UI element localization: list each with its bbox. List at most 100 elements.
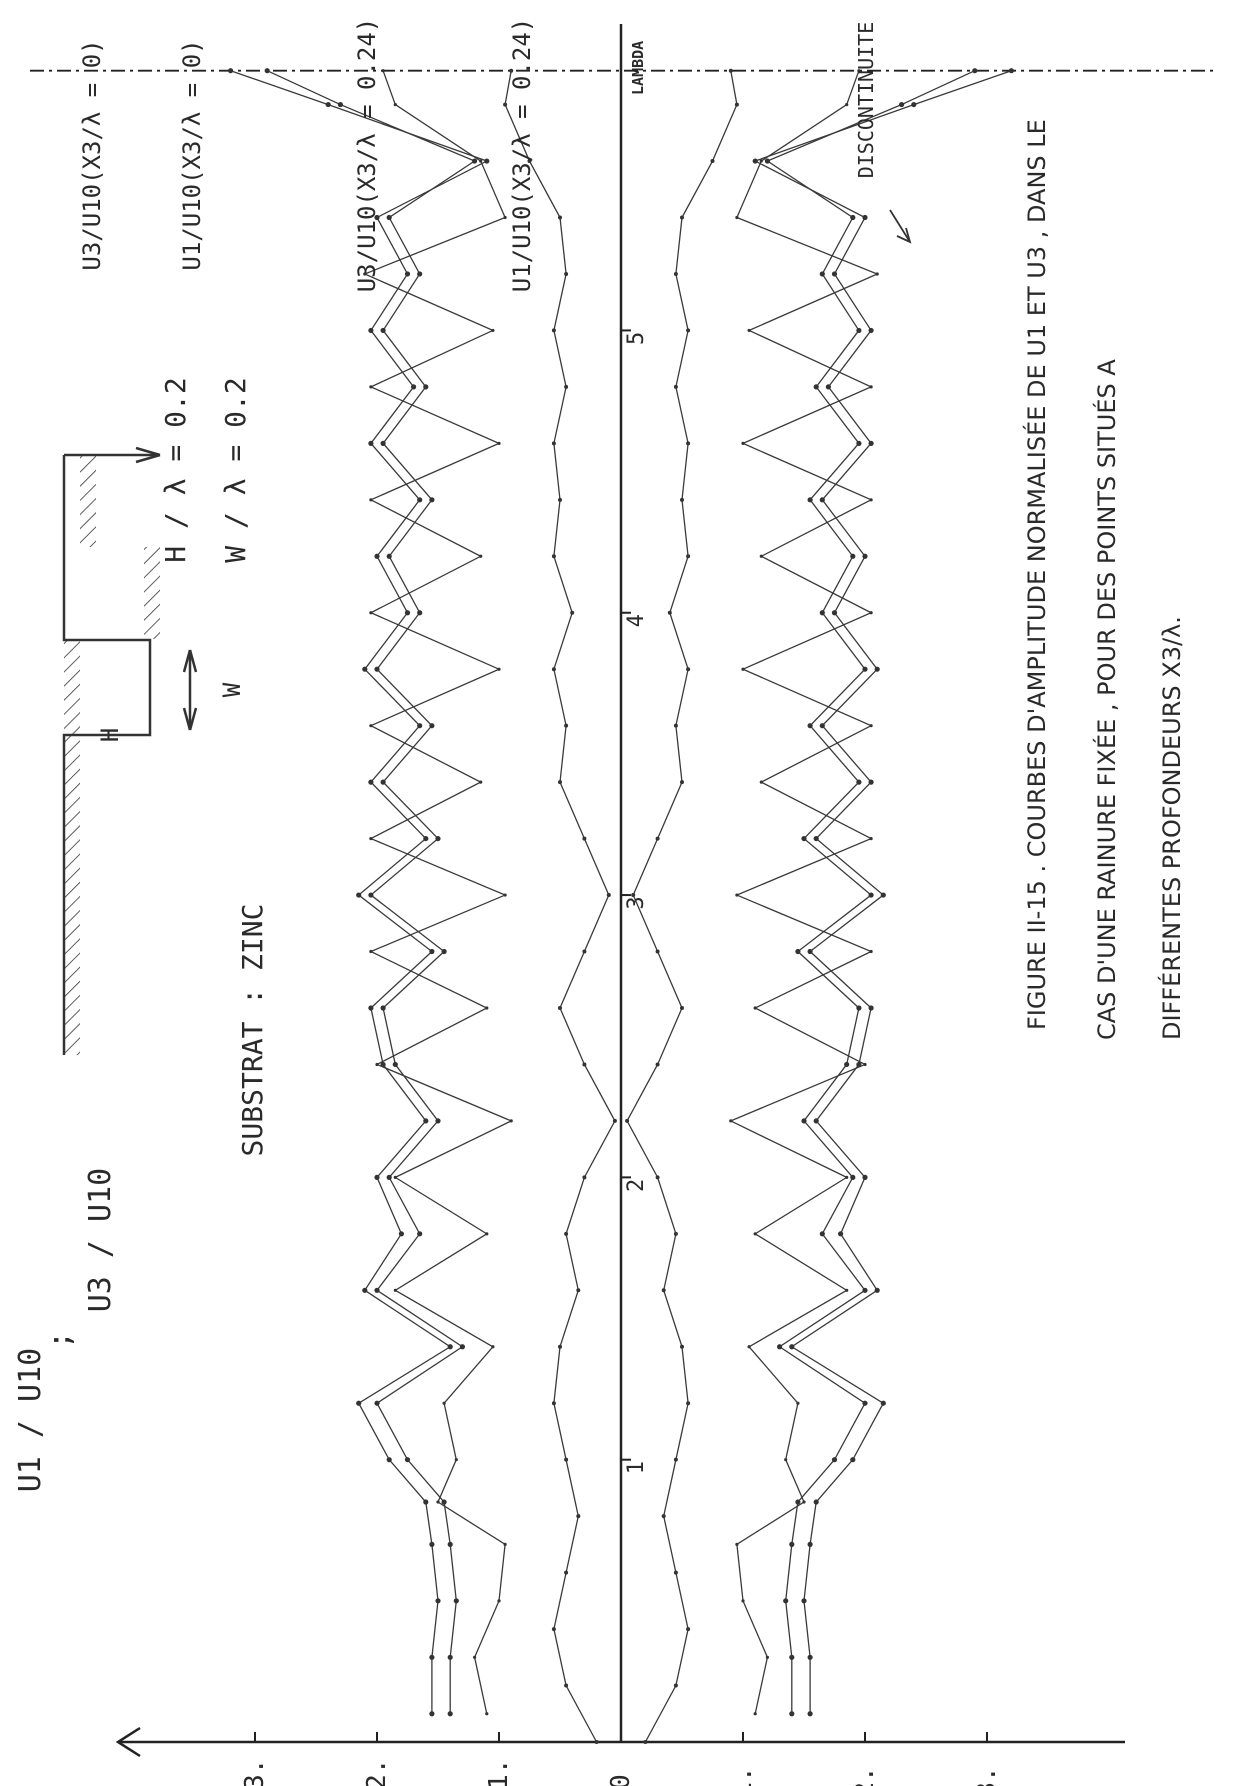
data-point [386,1174,392,1180]
data-point [869,385,873,389]
data-point [368,892,374,898]
data-point [825,384,832,390]
data-point [862,553,868,559]
ylabel-left: U1 / U10 [13,1348,48,1493]
data-point [862,1400,868,1406]
data-point [509,68,514,73]
data-point [435,1118,441,1124]
data-point [551,1401,556,1406]
data-point [374,214,380,221]
data-point [374,1400,380,1406]
data-point [819,1231,825,1237]
data-point [868,892,874,898]
data-point [845,102,849,107]
data-point [429,1654,435,1660]
data-point [576,1514,581,1519]
data-point [789,1654,795,1660]
data-point [801,1118,807,1124]
data-point [564,1683,569,1688]
data-point [447,1344,453,1350]
data-point [729,1119,733,1123]
data-point [862,666,868,672]
data-point [337,101,343,108]
series-label-0: U3/U10(X3/λ = 0) [78,39,106,270]
data-point [582,836,587,841]
data-point [734,102,739,107]
data-point [491,1345,495,1349]
data-point [802,1500,806,1504]
data-point [625,1118,630,1123]
data-point [417,1231,423,1237]
data-point [673,1231,678,1236]
data-point [491,328,495,333]
data-point [429,1711,435,1717]
series-line-0-upper [753,70,1012,1714]
data-point [741,441,745,445]
data-point [368,1005,374,1011]
data-point [485,1006,489,1010]
data-point [447,1654,453,1660]
data-point [558,780,562,785]
data-point [661,1514,666,1519]
data-point [564,1570,569,1575]
data-point [404,1457,411,1463]
data-point [850,1174,856,1180]
data-point [899,101,905,108]
data-point [667,610,672,615]
data-point [404,271,411,277]
data-point [558,215,562,220]
data-point [564,723,569,728]
data-point [868,779,874,785]
data-point [441,948,447,955]
data-point [661,1288,666,1293]
data-point [369,949,373,954]
data-point [369,498,373,502]
data-point [741,667,745,671]
data-point [813,1499,819,1505]
data-point [856,440,862,446]
data-point [863,1062,867,1067]
data-point [680,780,684,785]
data-point [764,158,771,164]
data-point [789,1711,795,1717]
data-point [380,779,386,785]
data-point [838,1231,844,1237]
data-point [655,949,660,954]
data-point [454,1458,458,1462]
data-point [789,1541,795,1547]
data-point [796,1401,800,1405]
discontinuity-arrowhead [896,227,912,244]
data-point [819,271,825,277]
data-point [844,1061,850,1068]
data-point [392,1061,398,1068]
data-point [735,215,739,220]
data-point [686,667,691,672]
data-point [417,610,423,616]
data-point [777,1344,783,1350]
data-point [459,1344,465,1350]
x-tick-label: 1 [624,1461,649,1474]
data-point [472,158,478,164]
data-point [856,327,862,334]
data-point [551,328,556,333]
data-point [880,892,886,898]
data-point [680,1005,684,1010]
ylabel-right: U3 / U10 [83,1168,118,1313]
data-point [869,611,873,615]
data-point [655,836,660,841]
data-point [831,610,838,616]
data-point [856,1061,862,1068]
data-point [747,328,751,333]
data-point [686,328,691,333]
data-point [759,159,763,163]
data-point [673,1683,678,1688]
data-point [503,215,507,220]
data-point [807,497,813,503]
data-point [576,1288,581,1293]
data-point [447,1541,453,1547]
data-point [753,1712,757,1716]
data-point [819,610,825,616]
data-point [363,272,367,276]
data-point [789,1344,795,1350]
data-point [862,214,868,221]
